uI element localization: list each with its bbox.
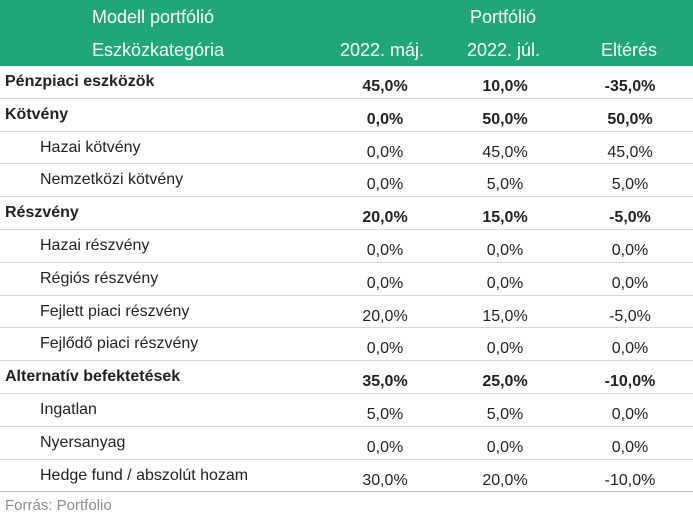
may-value: 0,0% (366, 143, 404, 161)
row-label: Pénzpiaci eszközök (5, 73, 155, 90)
difference-value: 0,0% (611, 340, 649, 358)
row-label: Nyersanyag (40, 433, 126, 451)
table-row: Hazai kötvény 0,0% 45,0% 45,0% (0, 132, 693, 165)
row-label: Régiós részvény (40, 269, 159, 287)
row-label: Kötvény (5, 105, 69, 123)
difference-value: 0,0% (611, 241, 649, 259)
portfolio-group-header: Portfólió (470, 7, 537, 27)
difference-value: 0,0% (611, 405, 649, 423)
difference-value: -10,0% (604, 471, 656, 489)
row-label: Fejlődő piaci részvény (40, 335, 199, 353)
table-row: Régiós részvény 0,0% 0,0% 0,0% (0, 263, 693, 296)
table-row: Fejlett piaci részvény 20,0% 15,0% -5,0% (0, 296, 693, 329)
difference-value: 50,0% (607, 110, 653, 128)
july-value: 5,0% (486, 405, 524, 423)
may-value: 0,0% (366, 241, 404, 259)
row-label: Hazai kötvény (40, 138, 141, 156)
may-value: 35,0% (362, 373, 408, 391)
may-value: 0,0% (366, 110, 404, 128)
may-value: 45,0% (362, 78, 408, 95)
difference-column-header: Eltérés (601, 40, 658, 60)
row-label: Alternatív befektetések (5, 368, 181, 386)
may-value: 5,0% (366, 405, 404, 423)
july-value: 50,0% (482, 110, 528, 128)
row-label: Hedge fund / abszolút hozam (40, 466, 249, 484)
may-column-header: 2022. máj. (340, 40, 425, 60)
row-label: Ingatlan (40, 400, 97, 418)
row-label: Fejlett piaci részvény (40, 302, 190, 320)
may-value: 0,0% (366, 274, 404, 292)
july-value: 0,0% (486, 274, 524, 292)
table-row: Hedge fund / abszolút hozam 30,0% 20,0% … (0, 460, 693, 493)
difference-value: 45,0% (607, 143, 653, 161)
table-row: Ingatlan 5,0% 5,0% 0,0% (0, 394, 693, 427)
source-note: Forrás: Portfolio (5, 497, 112, 514)
may-value: 0,0% (366, 340, 404, 358)
may-value: 30,0% (362, 471, 408, 489)
july-value: 25,0% (482, 373, 528, 391)
difference-value: 0,0% (611, 274, 649, 292)
difference-value: 5,0% (611, 176, 649, 194)
model-portfolio-title: Modell portfólió (92, 7, 215, 27)
july-value: 5,0% (486, 176, 524, 194)
difference-value: -5,0% (609, 209, 651, 227)
table-row: Alternatív befektetések 35,0% 25,0% -10,… (0, 361, 693, 394)
july-value: 20,0% (482, 471, 528, 489)
july-value: 0,0% (486, 340, 524, 358)
table-header: Modell portfólió Portfólió Eszközkategór… (0, 0, 693, 66)
july-value: 0,0% (486, 241, 524, 259)
row-label: Hazai részvény (40, 236, 150, 254)
table-row: Kötvény 0,0% 50,0% 50,0% (0, 99, 693, 132)
july-value: 15,0% (482, 209, 528, 227)
difference-value: -35,0% (604, 78, 656, 95)
may-value: 0,0% (366, 176, 404, 194)
table-body: Pénzpiaci eszközök 45,0% 10,0% -35,0% Kö… (0, 66, 693, 493)
july-value: 45,0% (482, 143, 528, 161)
asset-category-header: Eszközkategória (92, 40, 225, 60)
row-label: Nemzetközi kötvény (40, 171, 184, 189)
may-value: 20,0% (362, 209, 408, 227)
july-value: 15,0% (482, 307, 528, 325)
row-label: Részvény (5, 204, 79, 222)
table-row: Pénzpiaci eszközök 45,0% 10,0% -35,0% (0, 66, 693, 99)
may-value: 0,0% (366, 438, 404, 456)
july-column-header: 2022. júl. (467, 40, 541, 60)
may-value: 20,0% (362, 307, 408, 325)
difference-value: 0,0% (611, 438, 649, 456)
difference-value: -10,0% (604, 373, 656, 391)
table-row: Fejlődő piaci részvény 0,0% 0,0% 0,0% (0, 328, 693, 362)
table-row: Részvény 20,0% 15,0% -5,0% (0, 197, 693, 230)
july-value: 0,0% (486, 438, 524, 456)
july-value: 10,0% (482, 78, 528, 95)
difference-value: -5,0% (609, 307, 651, 325)
table-row: Hazai részvény 0,0% 0,0% 0,0% (0, 230, 693, 263)
table-row: Nyersanyag 0,0% 0,0% 0,0% (0, 427, 693, 460)
table-row: Nemzetközi kötvény 0,0% 5,0% 5,0% (0, 164, 693, 198)
